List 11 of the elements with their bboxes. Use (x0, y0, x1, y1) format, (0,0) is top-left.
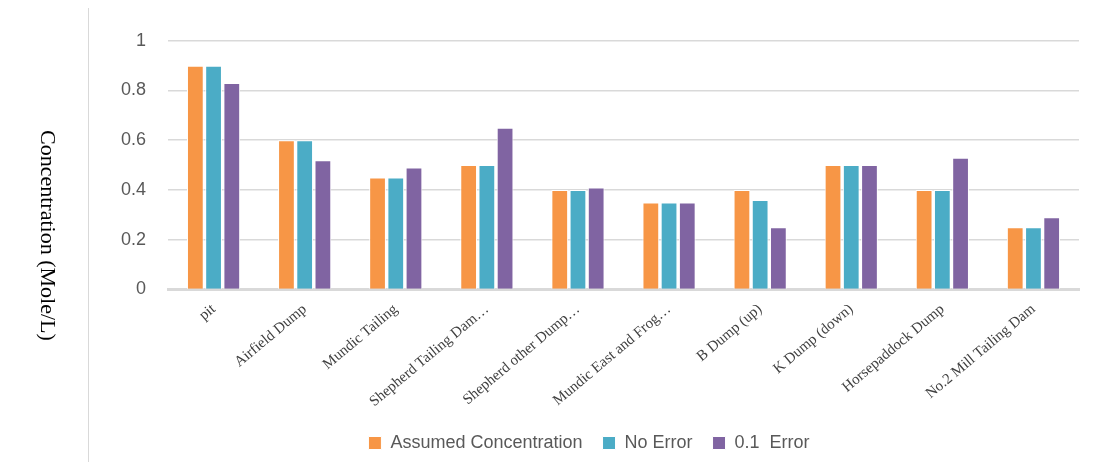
legend-label: 0.1 Error (734, 431, 810, 452)
y-tick-label: 0.6 (120, 129, 147, 150)
legend-label: Assumed Concentration (390, 431, 583, 452)
y-tick-label: 0.4 (120, 178, 147, 199)
legend-label: No Error (624, 431, 693, 452)
y-tick-label: 0.8 (120, 79, 147, 100)
y-tick-label: 1 (136, 29, 147, 50)
x-tick-label: pit (195, 299, 219, 323)
y-tick-label: 0.2 (120, 228, 147, 249)
y-tick-label: 0 (136, 278, 147, 299)
y-axis-title: Concentration (Mole/L) (35, 129, 61, 341)
